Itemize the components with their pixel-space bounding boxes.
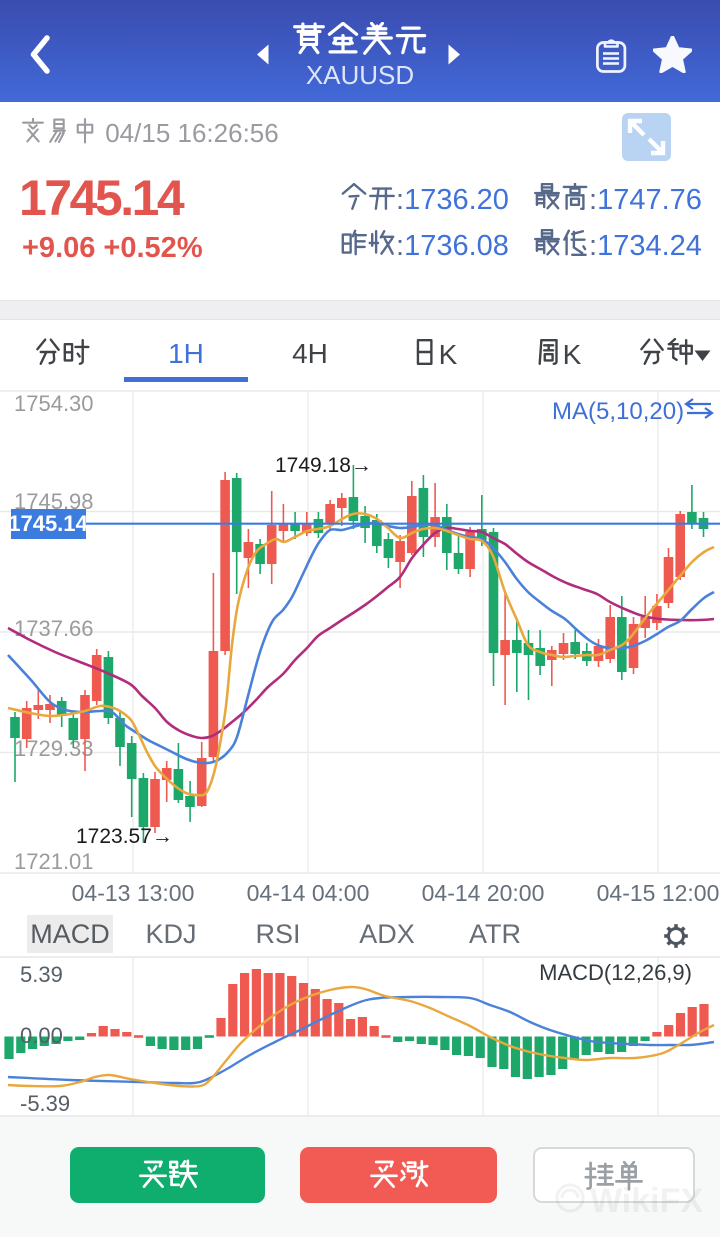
- svg-text:1754.30: 1754.30: [14, 391, 94, 416]
- svg-text:1721.01: 1721.01: [14, 849, 94, 874]
- svg-text:1723.57→: 1723.57→: [76, 825, 173, 848]
- svg-text:MACD(12,26,9): MACD(12,26,9): [539, 960, 692, 985]
- svg-text:MA(5,10,20): MA(5,10,20): [552, 398, 684, 425]
- svg-text:1745.14: 1745.14: [8, 511, 88, 536]
- svg-text:1749.18→: 1749.18→: [275, 454, 372, 477]
- svg-text:1737.66: 1737.66: [14, 616, 94, 641]
- svg-text:04-14 04:00: 04-14 04:00: [247, 880, 370, 906]
- svg-text:04-15 12:00: 04-15 12:00: [597, 880, 720, 906]
- svg-text:04-13 13:00: 04-13 13:00: [72, 880, 195, 906]
- svg-text:5.39: 5.39: [20, 962, 63, 987]
- svg-text:-5.39: -5.39: [20, 1091, 70, 1116]
- svg-text:04-14 20:00: 04-14 20:00: [422, 880, 545, 906]
- svg-text:WikiFX: WikiFX: [590, 1182, 703, 1220]
- svg-text:0.00: 0.00: [20, 1023, 63, 1048]
